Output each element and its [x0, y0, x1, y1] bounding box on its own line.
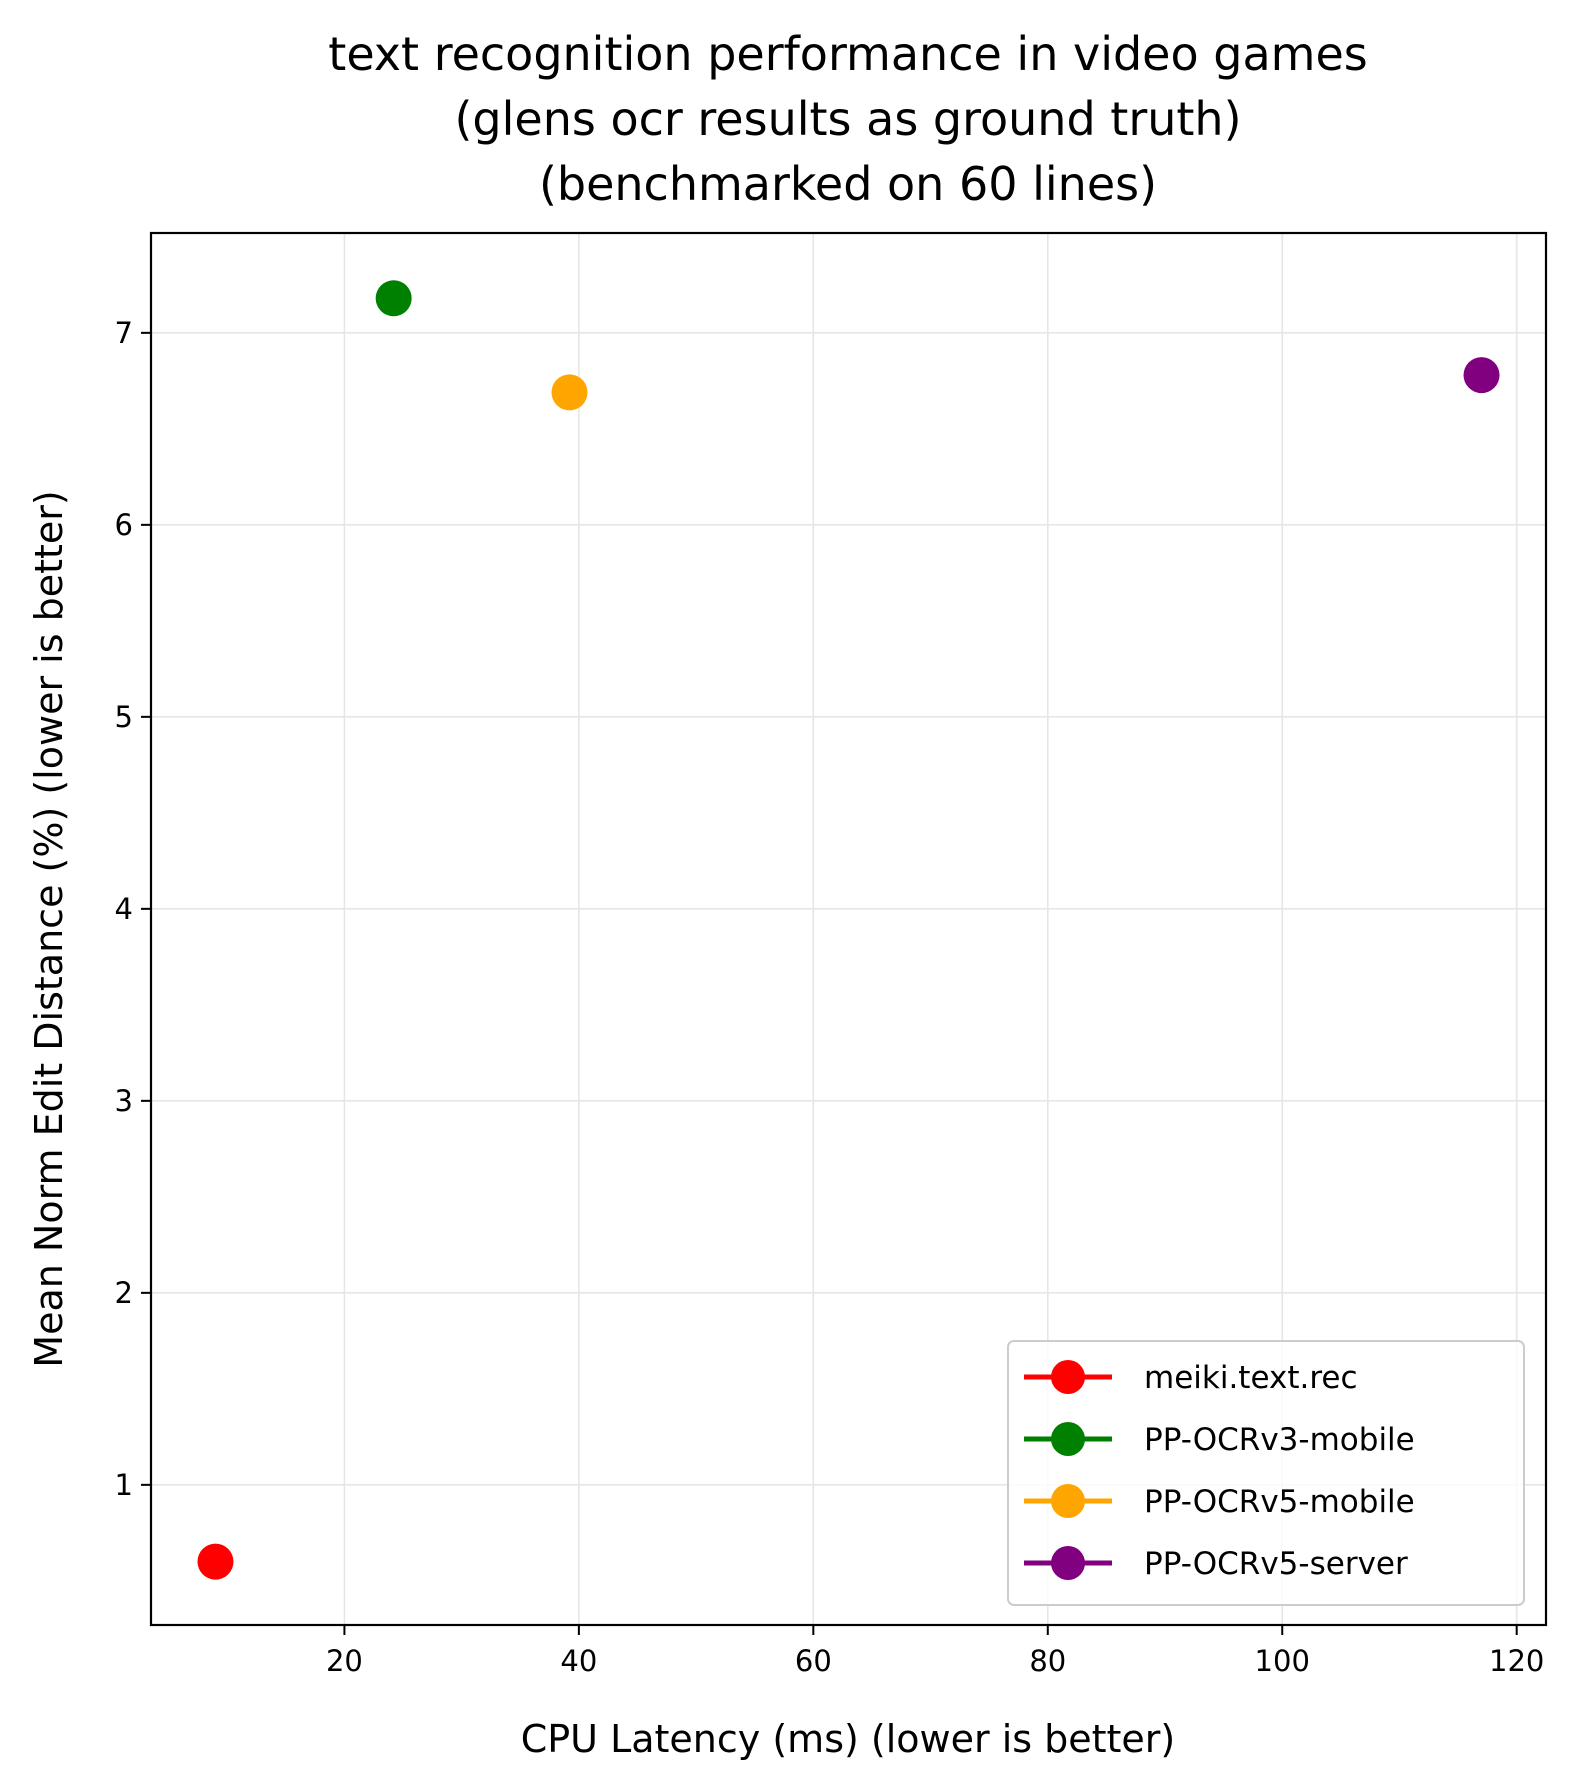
x-axis-ticks: 20 40 60 80 100 120: [326, 1625, 1544, 1678]
y-axis-label: Mean Norm Edit Distance (%) (lower is be…: [27, 490, 71, 1367]
legend-marker: [1051, 1422, 1085, 1456]
grid: [151, 233, 1546, 1625]
legend-label: PP-OCRv5-server: [1144, 1546, 1408, 1582]
legend-box: [1007, 1340, 1525, 1606]
data-points: [197, 280, 1500, 1580]
y-tick-label: 6: [115, 508, 133, 542]
legend-marker: [1051, 1360, 1085, 1394]
chart-title: text recognition performance in video ga…: [328, 27, 1367, 211]
legend-marker: [1051, 1484, 1085, 1518]
legend-entry: PP-OCRv5-server: [1024, 1546, 1408, 1582]
chart-title-line-2: (glens ocr results as ground truth): [454, 92, 1241, 146]
legend-marker: [1051, 1546, 1085, 1580]
legend: meiki.text.rec PP-OCRv3-mobile PP-OCRv5-mo…: [1007, 1340, 1525, 1606]
x-axis-label: CPU Latency (ms) (lower is better): [521, 1717, 1176, 1761]
legend-entry: meiki.text.rec: [1024, 1360, 1358, 1396]
y-tick-label: 5: [115, 700, 133, 734]
plot-frame: [149, 231, 1548, 1627]
y-tick-label: 7: [115, 316, 133, 350]
legend-entry: PP-OCRv5-mobile: [1024, 1484, 1415, 1520]
y-tick-label: 1: [115, 1468, 133, 1502]
y-tick-label: 2: [115, 1276, 133, 1310]
legend-label: PP-OCRv5-mobile: [1144, 1484, 1415, 1520]
x-tick-label: 120: [1489, 1644, 1544, 1678]
y-tick-label: 4: [115, 892, 133, 926]
y-tick-label: 3: [115, 1084, 133, 1118]
y-axis-ticks: 1 2 3 4 5 6 7: [115, 316, 151, 1502]
legend-label: meiki.text.rec: [1144, 1360, 1358, 1396]
x-tick-label: 40: [560, 1644, 597, 1678]
chart-title-line-3: (benchmarked on 60 lines): [539, 157, 1157, 211]
x-tick-label: 100: [1255, 1644, 1310, 1678]
x-tick-label: 80: [1029, 1644, 1066, 1678]
x-tick-label: 60: [795, 1644, 832, 1678]
chart-title-line-1: text recognition performance in video ga…: [328, 27, 1367, 81]
data-point: [1463, 357, 1500, 394]
legend-label: PP-OCRv3-mobile: [1144, 1422, 1415, 1458]
x-tick-label: 20: [326, 1644, 363, 1678]
legend-entry: PP-OCRv3-mobile: [1024, 1422, 1415, 1458]
data-point: [551, 374, 588, 411]
data-point: [375, 280, 412, 317]
data-point: [197, 1543, 234, 1580]
